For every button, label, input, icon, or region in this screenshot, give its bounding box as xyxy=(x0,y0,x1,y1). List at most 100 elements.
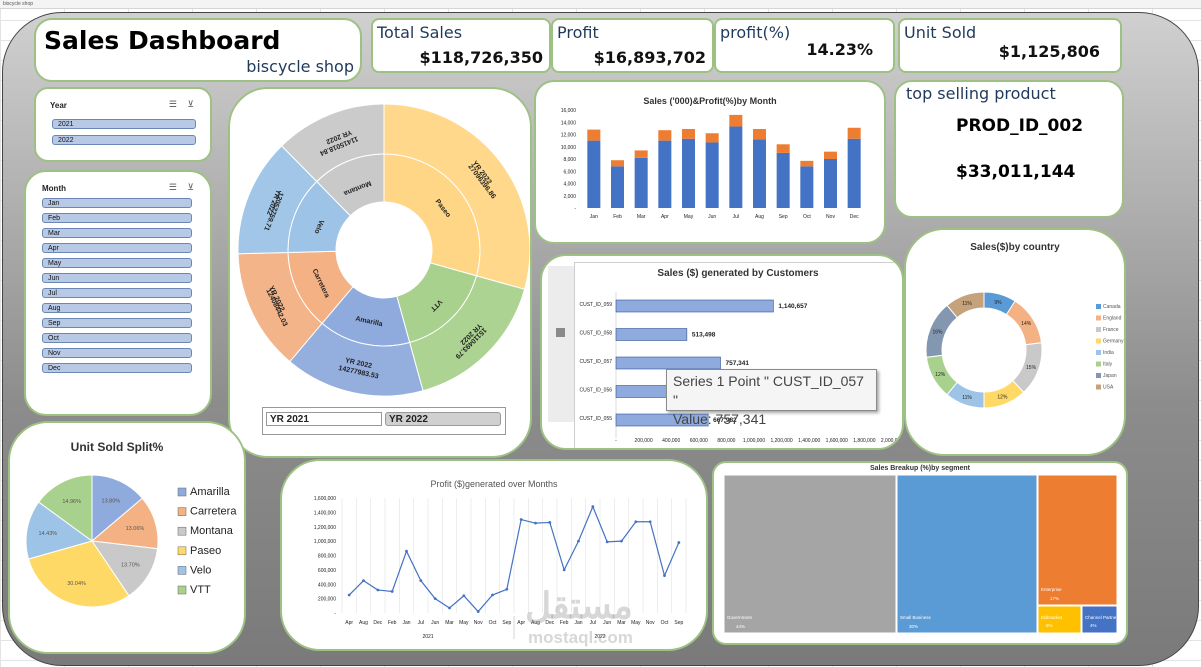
legend-swatch xyxy=(177,487,187,497)
treemap-tile-1[interactable] xyxy=(896,474,1038,634)
line-point[interactable] xyxy=(562,568,566,572)
bar-nov-s1[interactable] xyxy=(823,151,838,159)
line-point[interactable] xyxy=(577,539,580,543)
line-point[interactable] xyxy=(605,540,609,544)
bar-oct-s0[interactable] xyxy=(800,166,814,208)
line-point[interactable] xyxy=(648,520,652,524)
line-point[interactable] xyxy=(677,541,681,544)
y-tick-label: - xyxy=(574,206,576,212)
slicer-item-oct[interactable]: Oct xyxy=(42,333,192,343)
bar-aug-s0[interactable] xyxy=(752,139,767,208)
profit-line[interactable] xyxy=(348,505,680,613)
x-tick-label: Jan xyxy=(402,620,410,626)
unit-split-card: Unit Sold Split% 13.80% 13.06% 13.70% 30.04… xyxy=(8,421,246,654)
pie-slice-montana[interactable] xyxy=(90,540,159,597)
tile-label: Enterprise xyxy=(1041,587,1062,592)
line-point[interactable] xyxy=(634,520,638,524)
treemap-tile-3[interactable] xyxy=(1037,605,1082,634)
line-point[interactable] xyxy=(362,579,365,583)
toggle-2021[interactable]: YR 2021 xyxy=(266,412,382,426)
slicer-item-mar[interactable]: Mar xyxy=(42,228,192,238)
line-point[interactable] xyxy=(347,593,351,597)
bar-sep-s1[interactable] xyxy=(776,144,790,153)
slicer-item-2021[interactable]: 2021 xyxy=(52,119,196,129)
line-point[interactable] xyxy=(505,587,509,591)
bar-dec-s1[interactable] xyxy=(847,127,861,139)
y-tick-label: 6,000 xyxy=(563,169,576,175)
slicer-item-dec[interactable]: Dec xyxy=(42,363,192,373)
bar-cust_id_057[interactable] xyxy=(615,356,721,370)
slicer-item-jul[interactable]: Jul xyxy=(42,288,192,298)
x-tick-label: Aug xyxy=(359,620,368,626)
bar-aug-s1[interactable] xyxy=(752,128,767,140)
slicer-item-jan[interactable]: Jan xyxy=(42,198,192,208)
bar-jul-s0[interactable] xyxy=(729,126,743,208)
chart-title: Profit ($)generated over Months xyxy=(430,479,558,489)
data-label: 14.43% xyxy=(38,531,57,537)
slicer-item-jun[interactable]: Jun xyxy=(42,273,192,283)
line-point[interactable] xyxy=(620,539,623,543)
line-point[interactable] xyxy=(476,610,480,613)
line-point[interactable] xyxy=(376,588,380,592)
line-point[interactable] xyxy=(390,590,394,593)
bar-jul-s1[interactable] xyxy=(729,114,743,127)
bar-dec-s0[interactable] xyxy=(847,138,861,208)
x-tick-label: Apr xyxy=(345,620,353,626)
bar-mar-s0[interactable] xyxy=(634,157,648,208)
slicer-item-aug[interactable]: Aug xyxy=(42,303,192,313)
slicer-item-apr[interactable]: Apr xyxy=(42,243,192,253)
line-point[interactable] xyxy=(591,505,595,509)
bar-jun-s1[interactable] xyxy=(705,133,719,143)
pie-slice-vtt[interactable] xyxy=(38,474,93,542)
treemap-tile-2[interactable] xyxy=(1037,474,1118,606)
slicer-multiselect-icon[interactable]: ☰ ⊻ xyxy=(168,99,198,109)
slicer-item-sep[interactable]: Sep xyxy=(42,318,192,328)
line-point[interactable] xyxy=(548,521,552,524)
bar-nov-s0[interactable] xyxy=(823,159,838,208)
sunburst-outer-montana[interactable] xyxy=(280,103,385,183)
category-label: CUST_ID_055 xyxy=(579,416,612,422)
sunburst-outer-paseo[interactable] xyxy=(383,103,530,290)
treemap-tile-0[interactable] xyxy=(723,474,897,634)
bar-may-s0[interactable] xyxy=(681,138,696,208)
line-point[interactable] xyxy=(462,594,466,598)
donut-slice-usa[interactable] xyxy=(946,291,985,319)
slicer-multiselect-icon[interactable]: ☰ ⊻ xyxy=(168,182,198,192)
bar-cust_id_058[interactable] xyxy=(615,328,688,341)
line-point[interactable] xyxy=(534,521,537,525)
pie-slice-velo[interactable] xyxy=(25,501,94,560)
slicer-item-may[interactable]: May xyxy=(42,258,192,268)
line-point[interactable] xyxy=(663,574,666,578)
bar-mar-s1[interactable] xyxy=(634,150,648,158)
line-point[interactable] xyxy=(419,579,423,583)
line-point[interactable] xyxy=(448,606,451,610)
window-title: biscycle shop xyxy=(3,1,34,7)
chart-title: Sales($)by country xyxy=(970,242,1060,253)
slicer-item-2022[interactable]: 2022 xyxy=(52,135,196,145)
bar-cust_id_055[interactable] xyxy=(615,413,709,427)
line-point[interactable] xyxy=(491,593,494,597)
pie-slice-amarilla[interactable] xyxy=(91,474,144,543)
bar-may-s1[interactable] xyxy=(681,128,696,139)
treemap-tile-4[interactable] xyxy=(1081,605,1118,634)
category-label: CUST_ID_057 xyxy=(579,359,612,365)
bar-oct-s1[interactable] xyxy=(800,160,814,167)
pie-slice-paseo[interactable] xyxy=(27,540,130,608)
line-point[interactable] xyxy=(405,549,408,553)
bar-apr-s0[interactable] xyxy=(658,140,672,208)
line-point[interactable] xyxy=(433,597,437,601)
bar-apr-s1[interactable] xyxy=(658,130,672,141)
slicer-item-feb[interactable]: Feb xyxy=(42,213,192,223)
kpi-label: Total Sales xyxy=(377,23,463,42)
bar-jun-s0[interactable] xyxy=(705,142,719,208)
slicer-item-nov[interactable]: Nov xyxy=(42,348,192,358)
pie-slice-carretera[interactable] xyxy=(90,497,159,550)
bar-jan-s0[interactable] xyxy=(587,140,601,208)
bar-sep-s0[interactable] xyxy=(776,152,790,208)
bar-feb-s0[interactable] xyxy=(610,166,625,208)
bar-cust_id_059[interactable] xyxy=(615,299,774,313)
line-point[interactable] xyxy=(519,518,523,521)
toggle-2022[interactable]: YR 2022 xyxy=(385,412,501,426)
bar-feb-s1[interactable] xyxy=(610,160,625,167)
bar-jan-s1[interactable] xyxy=(587,129,601,141)
